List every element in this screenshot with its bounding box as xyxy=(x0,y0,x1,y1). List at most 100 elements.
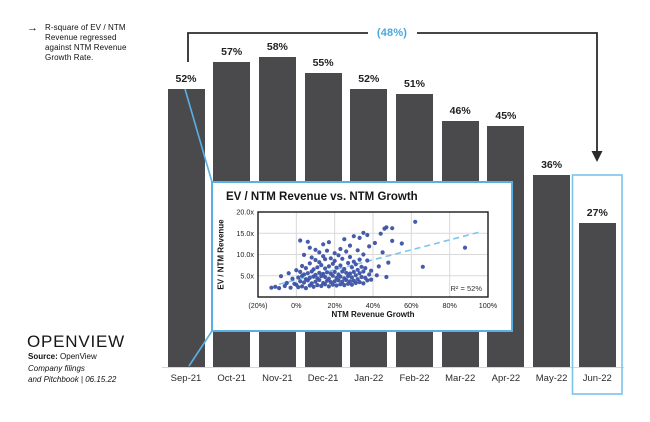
scatter-point xyxy=(413,219,418,224)
scatter-point xyxy=(380,250,385,255)
bar-category-label: Feb-22 xyxy=(399,373,430,384)
bar-category-label: May-22 xyxy=(535,373,568,384)
scatter-point xyxy=(301,280,307,285)
scatter-point xyxy=(305,271,310,276)
scatter-point xyxy=(338,263,343,268)
scatter-point xyxy=(357,280,362,285)
scatter-point xyxy=(367,244,372,249)
scatter-point xyxy=(357,235,362,240)
bar-category-label: Jun-22 xyxy=(582,373,612,384)
y-tick-label: 5.0x xyxy=(240,271,254,280)
scatter-point xyxy=(363,266,368,271)
annotation-line: Growth Rate. xyxy=(45,53,94,62)
scatter-point xyxy=(305,239,310,244)
scatter-point xyxy=(300,284,305,289)
scatter-point xyxy=(353,273,358,278)
scatter-x-axis-label: NTM Revenue Growth xyxy=(331,310,415,319)
scatter-point xyxy=(284,280,289,286)
y-tick-label: 10.0x xyxy=(236,250,254,259)
scatter-point xyxy=(330,273,335,278)
bar-category-label: Nov-21 xyxy=(262,373,293,384)
bar-category-label: Jan-22 xyxy=(354,373,384,384)
openview-logo: OPENVIEW xyxy=(27,332,126,351)
scatter-point xyxy=(359,264,364,269)
bar-category-label: Oct-21 xyxy=(217,373,246,384)
source-value: OpenView xyxy=(57,352,97,361)
scatter-point xyxy=(365,232,370,238)
scatter-point xyxy=(313,257,318,263)
scatter-point xyxy=(344,277,349,283)
decline-percentage-label: (48%) xyxy=(376,27,408,39)
scatter-point xyxy=(338,246,343,252)
scatter-point xyxy=(326,284,331,289)
scatter-point xyxy=(315,265,320,270)
scatter-point xyxy=(347,254,353,260)
scatter-point xyxy=(399,241,404,246)
scatter-point xyxy=(323,266,328,271)
x-tick-label: 40% xyxy=(366,301,381,310)
annotation-note: → R-square of EV / NTM Revenue regressed… xyxy=(27,23,167,63)
scatter-point xyxy=(326,276,331,281)
scatter-point xyxy=(346,260,351,266)
scatter-point xyxy=(386,260,391,265)
scatter-point xyxy=(319,283,324,289)
scatter-point xyxy=(301,272,307,277)
arrow-right-icon: → xyxy=(27,22,38,34)
scatter-point xyxy=(311,267,316,272)
scatter-point xyxy=(288,285,293,290)
source-line: Source: OpenView xyxy=(28,351,116,363)
scatter-point xyxy=(390,226,395,231)
scatter-point xyxy=(273,284,278,289)
scatter-point xyxy=(374,273,379,278)
scatter-point xyxy=(365,278,370,283)
scatter-point xyxy=(369,268,374,273)
scatter-point xyxy=(298,269,303,274)
bar-value-label: 46% xyxy=(449,105,471,118)
bar-May-22 xyxy=(533,174,571,367)
scatter-point xyxy=(336,253,341,258)
scatter-point xyxy=(319,263,324,268)
scatter-point xyxy=(334,283,339,288)
scatter-point xyxy=(462,245,468,250)
scatter-point xyxy=(342,237,347,242)
scatter-point xyxy=(342,266,347,272)
scatter-point xyxy=(301,252,307,257)
x-axis-baseline xyxy=(162,367,624,368)
scatter-point xyxy=(361,252,366,257)
scatter-point xyxy=(365,258,370,263)
scatter-point xyxy=(315,283,320,288)
scatter-point xyxy=(323,274,328,280)
bar-category-label: Mar-22 xyxy=(445,373,476,384)
scatter-point xyxy=(332,279,337,284)
scatter-point xyxy=(330,282,335,287)
scatter-point xyxy=(286,271,291,276)
scatter-point xyxy=(269,285,274,290)
scatter-point xyxy=(420,264,425,269)
scatter-point xyxy=(290,276,295,281)
scatter-point xyxy=(349,282,354,287)
scatter-point xyxy=(323,282,328,287)
scatter-point xyxy=(384,274,389,280)
source-note: Source: OpenView Company filings and Pit… xyxy=(28,351,116,386)
bar-value-label: 57% xyxy=(221,46,243,59)
scatter-point xyxy=(321,254,326,259)
source-line: and Pitchbook | 06.15.22 xyxy=(28,375,117,384)
x-tick-label: 100% xyxy=(479,301,498,310)
annotation-line: Revenue regressed xyxy=(45,33,117,42)
bar-category-label: Apr-22 xyxy=(491,373,521,384)
x-tick-label: 60% xyxy=(404,301,419,310)
scatter-point xyxy=(359,274,364,280)
scatter-title: EV / NTM Revenue vs. NTM Growth xyxy=(226,191,418,203)
scatter-point xyxy=(324,270,330,275)
scatter-point xyxy=(313,272,318,277)
scatter-point xyxy=(296,285,301,290)
source-label: Source: xyxy=(28,352,58,361)
scatter-point xyxy=(355,248,360,253)
scatter-point xyxy=(300,263,305,269)
scatter-point xyxy=(357,271,362,276)
bar-value-label: 52% xyxy=(358,73,380,85)
scatter-point xyxy=(342,283,347,288)
scatter-point xyxy=(313,247,318,252)
scatter-point xyxy=(340,256,345,261)
